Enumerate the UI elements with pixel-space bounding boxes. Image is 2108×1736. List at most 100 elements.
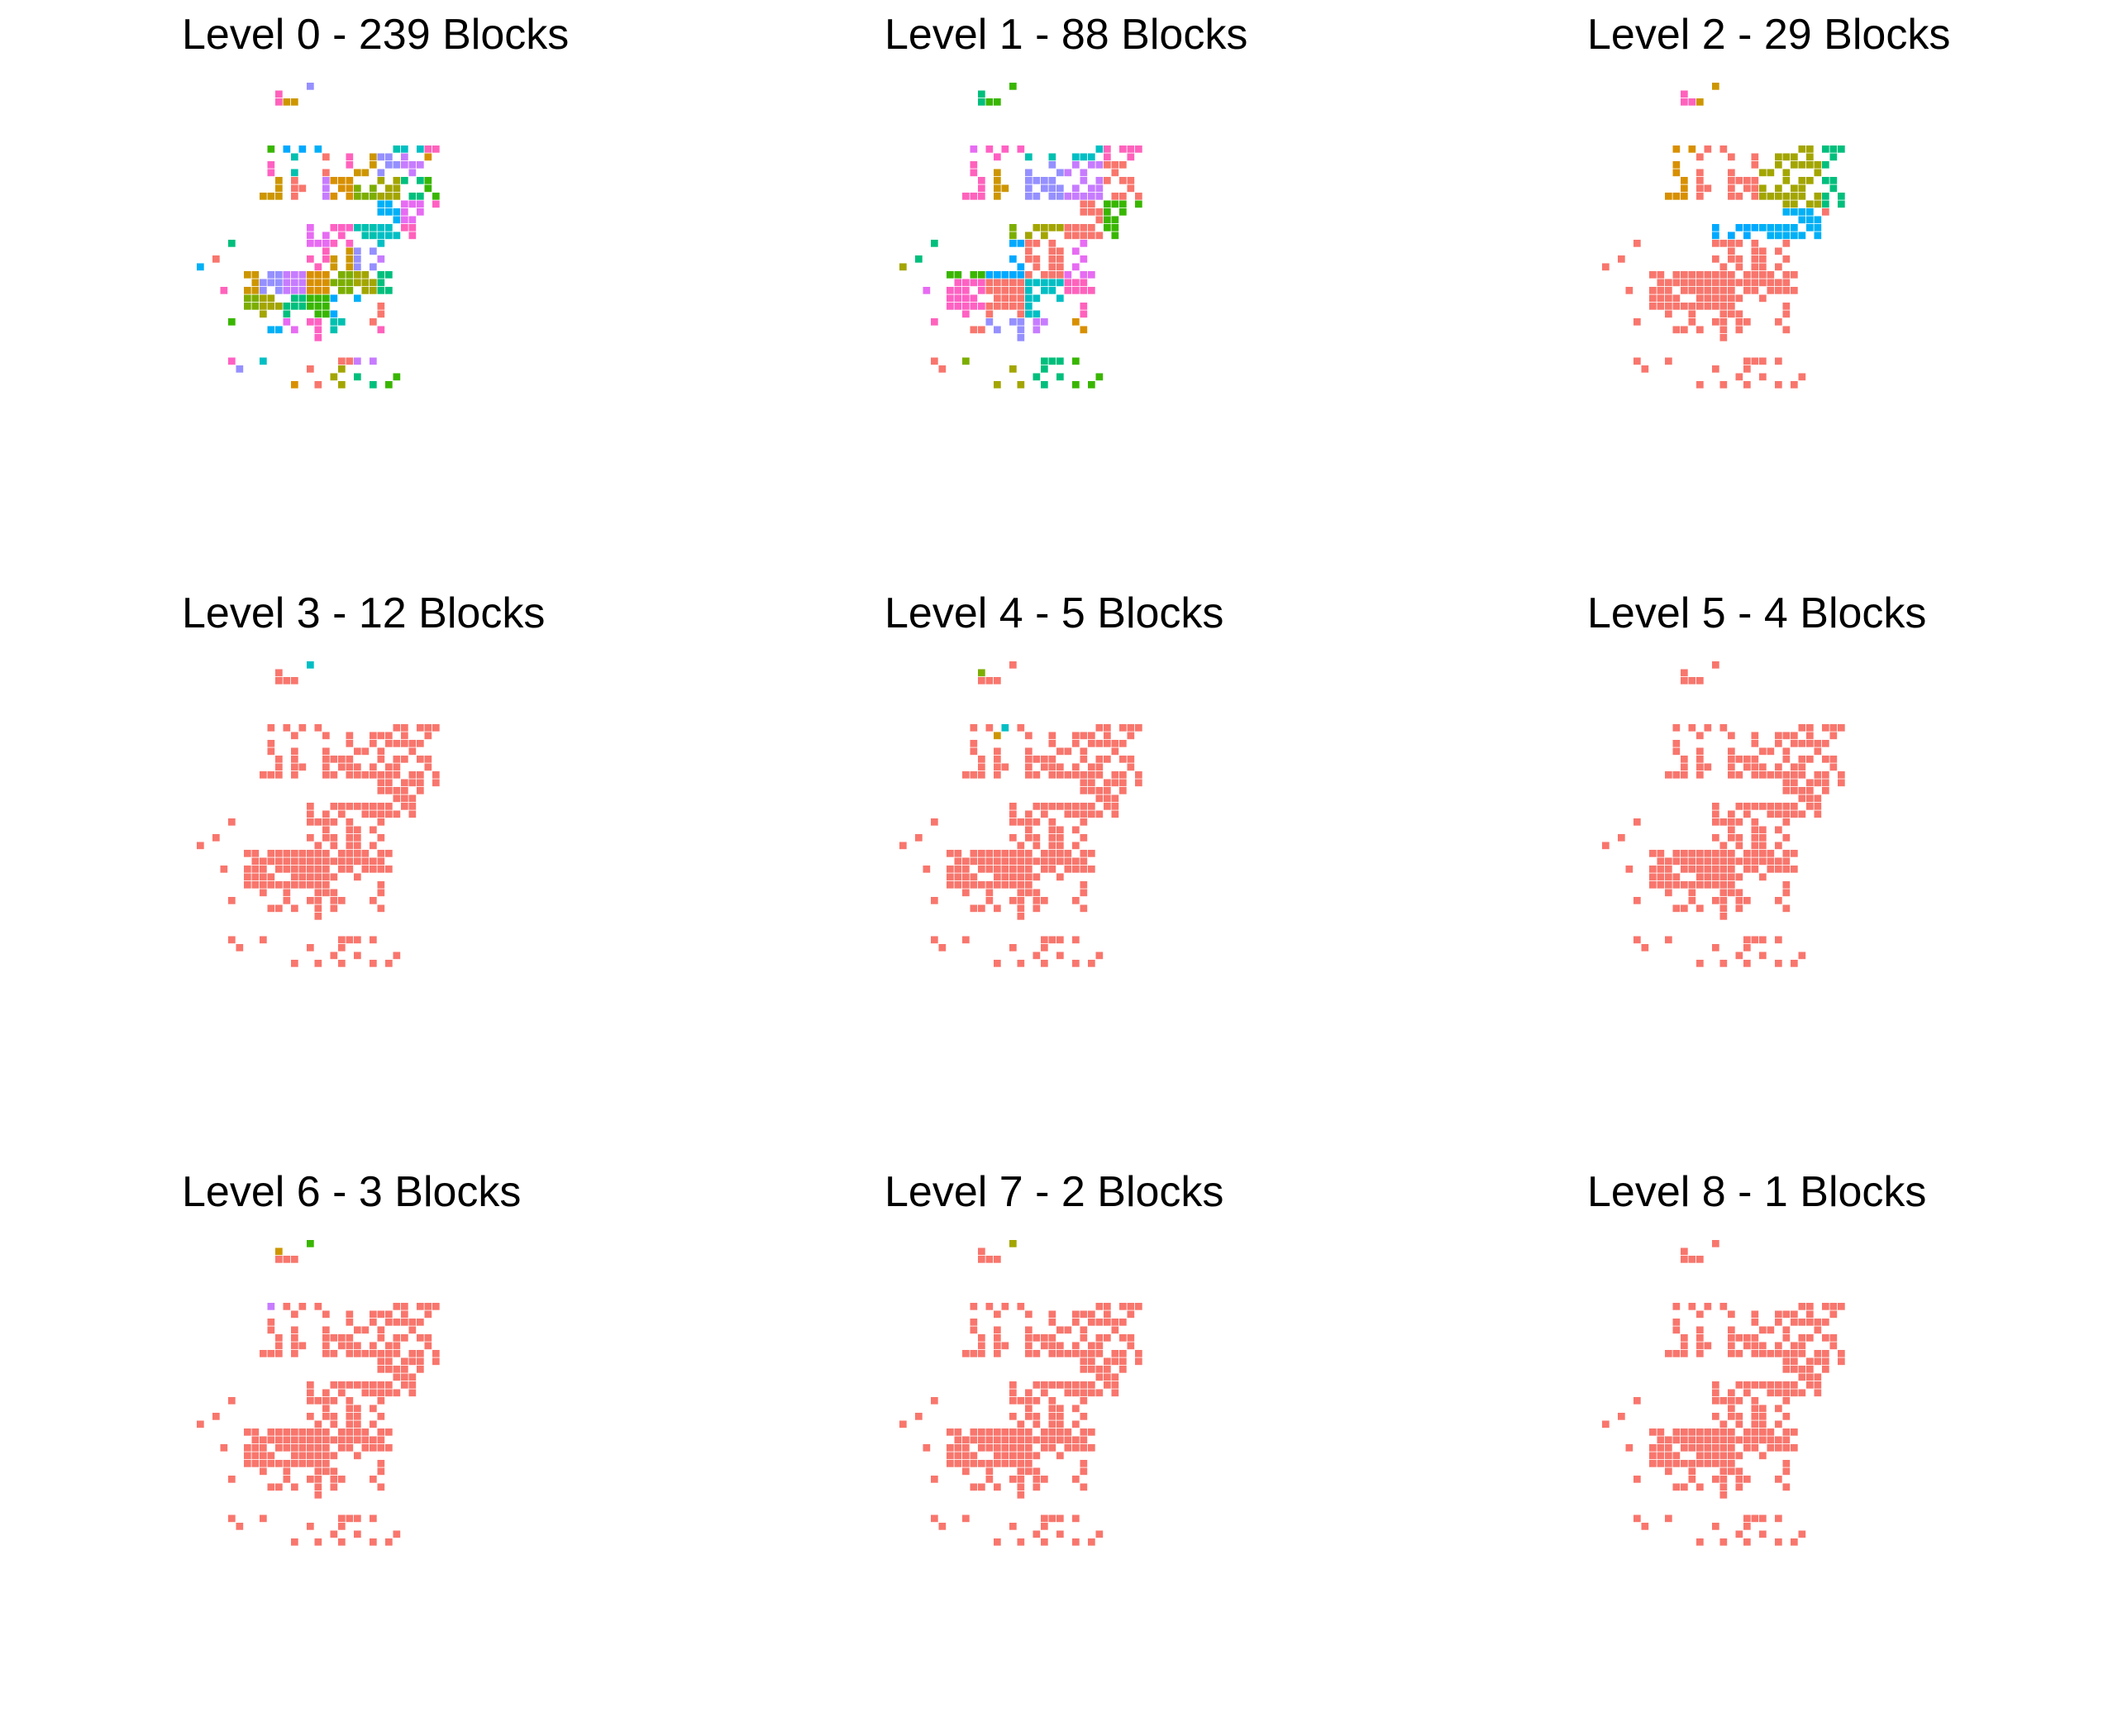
- block-cell: [361, 857, 370, 866]
- block-cell: [1649, 873, 1657, 881]
- block-cell: [1798, 231, 1806, 240]
- block-cell: [322, 193, 330, 200]
- block-cell: [1072, 857, 1080, 866]
- block-cell: [1775, 1350, 1782, 1357]
- block-cell: [978, 857, 985, 866]
- block-cell: [1080, 240, 1088, 247]
- block-cell: [1095, 794, 1104, 803]
- block-cell: [401, 208, 408, 216]
- block-cell: [377, 1334, 385, 1342]
- block-cell: [1681, 184, 1688, 193]
- block-cell: [1696, 287, 1704, 294]
- block-cell: [307, 1452, 314, 1460]
- block-cell: [1704, 145, 1712, 153]
- block-cell: [1751, 803, 1759, 810]
- block-cell: [330, 310, 338, 318]
- block-cell: [994, 1436, 1001, 1444]
- block-cell: [1728, 271, 1735, 279]
- block-cell: [1767, 1389, 1775, 1397]
- block-cell: [970, 857, 978, 866]
- block-cell: [947, 881, 954, 889]
- block-cell: [267, 303, 275, 310]
- block-cell: [1033, 818, 1041, 826]
- block-cell: [1838, 779, 1845, 787]
- block-cell: [1822, 177, 1829, 184]
- block-cell: [283, 98, 291, 106]
- block-cell: [1712, 1240, 1719, 1247]
- block-cell: [1119, 200, 1127, 208]
- block-cell: [1056, 1530, 1064, 1538]
- block-cell: [1672, 279, 1681, 287]
- block-cell: [1751, 866, 1759, 873]
- block-cell: [1672, 857, 1681, 866]
- block-cell: [1111, 161, 1119, 169]
- block-cell: [1017, 279, 1025, 287]
- block-cell: [354, 1381, 361, 1389]
- block-cell: [1791, 771, 1798, 779]
- block-cell: [1033, 873, 1041, 881]
- block-cell: [346, 240, 354, 247]
- block-cell: [1751, 1420, 1759, 1428]
- block-cell: [1009, 1523, 1017, 1530]
- block-cell: [1072, 1405, 1080, 1413]
- block-cell: [1814, 810, 1822, 818]
- block-cell: [1688, 1256, 1696, 1263]
- block-cell: [307, 1413, 314, 1420]
- block-cell: [1728, 1310, 1735, 1319]
- block-cell: [1041, 763, 1048, 771]
- block-cell: [1829, 153, 1838, 161]
- block-cell: [1017, 904, 1025, 913]
- block-cell: [1649, 866, 1657, 873]
- block-cell: [408, 771, 417, 779]
- block-cell: [985, 271, 994, 279]
- block-cell: [330, 1420, 338, 1428]
- block-cell: [1033, 951, 1041, 960]
- block-cell: [1728, 771, 1735, 779]
- block-cell: [1751, 756, 1759, 763]
- block-cell: [1791, 732, 1798, 740]
- block-cell: [361, 810, 370, 818]
- block-cell: [1657, 279, 1665, 287]
- block-cell: [1775, 803, 1782, 810]
- block-cell: [330, 193, 338, 200]
- block-cell: [424, 724, 432, 732]
- block-cell: [298, 1460, 307, 1467]
- block-cell: [1095, 810, 1104, 818]
- block-cell: [947, 873, 954, 881]
- block-cell: [1743, 810, 1751, 818]
- block-cell: [385, 1389, 393, 1397]
- block-cell: [1665, 1452, 1672, 1460]
- block-cell: [244, 873, 251, 881]
- block-cell: [1665, 1436, 1672, 1444]
- block-cell: [1009, 803, 1017, 810]
- block-cell: [354, 373, 361, 381]
- block-cell: [1743, 897, 1751, 904]
- block-cell: [1056, 373, 1064, 381]
- block-cell: [962, 771, 970, 779]
- block-cell: [212, 1413, 220, 1420]
- block-cell: [1104, 794, 1111, 803]
- block-cell: [377, 193, 385, 200]
- block-cell: [1681, 1350, 1688, 1357]
- block-cell: [1665, 279, 1672, 287]
- block-cell: [291, 271, 298, 279]
- block-cell: [1104, 145, 1111, 153]
- block-cell: [260, 1452, 267, 1460]
- block-cell: [1782, 1334, 1791, 1342]
- block-cell: [1041, 1428, 1048, 1436]
- block-cell: [1728, 1413, 1735, 1420]
- block-cell: [1743, 318, 1751, 326]
- block-cell: [251, 1452, 260, 1460]
- block-cell: [1095, 1389, 1104, 1397]
- block-cell: [1719, 1467, 1728, 1476]
- block-cell: [385, 779, 393, 787]
- block-cell: [970, 1350, 978, 1357]
- block-cell: [1798, 1366, 1806, 1373]
- block-cell: [1814, 747, 1822, 756]
- block-cell: [314, 318, 322, 326]
- block-cell: [322, 834, 330, 842]
- block-cell: [1072, 936, 1080, 944]
- block-cell: [417, 724, 424, 732]
- block-cell: [377, 904, 385, 913]
- block-cell: [291, 193, 298, 200]
